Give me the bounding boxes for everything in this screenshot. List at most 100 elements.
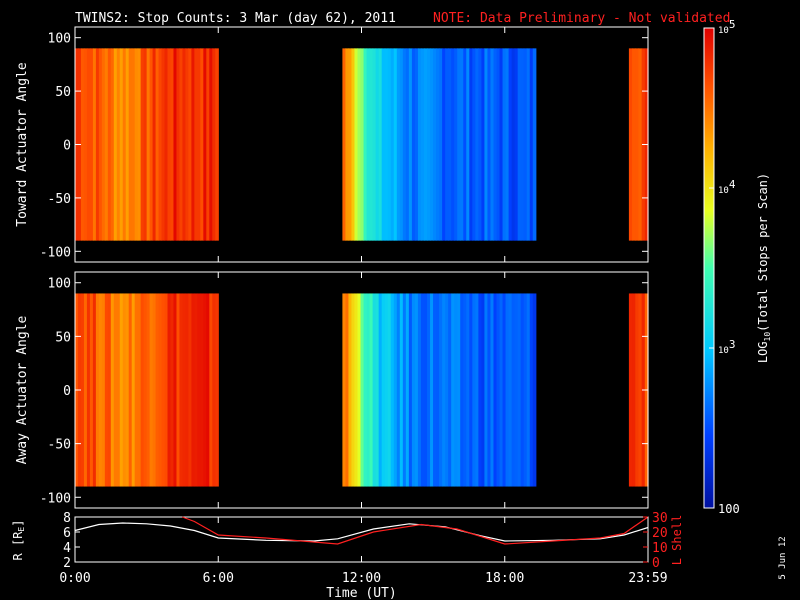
heatmap-column bbox=[532, 293, 537, 487]
heatmap-column bbox=[179, 293, 184, 487]
y-tick-label: 0 bbox=[63, 384, 71, 399]
heatmap-column bbox=[408, 293, 413, 487]
heatmap-column bbox=[520, 48, 525, 241]
heatmap-column bbox=[390, 48, 395, 241]
heatmap-column bbox=[110, 293, 115, 487]
heatmap-column bbox=[396, 293, 401, 487]
l-shell-line bbox=[182, 516, 649, 545]
y-tick-label: -50 bbox=[48, 438, 71, 453]
heatmap-column bbox=[83, 293, 88, 487]
heatmap-column bbox=[191, 48, 195, 241]
heatmap-column bbox=[152, 293, 157, 487]
heatmap-column bbox=[399, 48, 404, 241]
heatmap-column bbox=[505, 293, 510, 487]
heatmap-column bbox=[469, 293, 473, 487]
heatmap-column bbox=[439, 48, 443, 241]
heatmap-column bbox=[445, 293, 449, 487]
away-x-ticks bbox=[74, 272, 649, 508]
heatmap-column bbox=[508, 48, 513, 241]
heatmap-column bbox=[445, 48, 449, 241]
heatmap-column bbox=[463, 293, 467, 487]
heatmap-column bbox=[523, 293, 528, 487]
heatmap-column bbox=[137, 293, 142, 487]
heatmap-column bbox=[514, 48, 519, 241]
heatmap-column bbox=[203, 48, 207, 241]
away-y-axis: 100 50 0 -50 -100 bbox=[40, 277, 648, 506]
away-angle-panel: 100 50 0 -50 -100 Away Actuator Angle bbox=[15, 271, 649, 509]
heatmap-column bbox=[366, 48, 371, 241]
heatmap-column bbox=[378, 293, 383, 487]
heatmap-column bbox=[411, 293, 416, 487]
heatmap-column bbox=[200, 293, 204, 487]
heatmap-column bbox=[372, 48, 377, 241]
heatmap-column bbox=[472, 48, 476, 241]
colorbar-label: LOG10(Total Stops per Scan) bbox=[756, 173, 772, 363]
heatmap-column bbox=[125, 293, 130, 487]
heatmap-column bbox=[206, 48, 210, 241]
heatmap-column bbox=[149, 48, 154, 241]
heatmap-column bbox=[158, 48, 163, 241]
heatmap-column bbox=[89, 293, 94, 487]
heatmap-column bbox=[402, 293, 407, 487]
heatmap-column bbox=[188, 293, 192, 487]
heatmap-column bbox=[188, 48, 192, 241]
heatmap-column bbox=[399, 293, 404, 487]
heatmap-column bbox=[635, 48, 640, 241]
y-tick-label: -100 bbox=[40, 245, 71, 260]
heatmap-column bbox=[420, 48, 425, 241]
heatmap-column bbox=[197, 293, 201, 487]
heatmap-column bbox=[387, 293, 392, 487]
heatmap-column bbox=[155, 293, 160, 487]
heatmap-column bbox=[632, 293, 636, 487]
heatmap-column bbox=[140, 48, 145, 241]
heatmap-column bbox=[212, 293, 216, 487]
heatmap-column bbox=[454, 293, 458, 487]
heatmap-column bbox=[523, 48, 528, 241]
heatmap-column bbox=[442, 293, 446, 487]
heatmap-column bbox=[490, 293, 495, 487]
figure-title: TWINS2: Stop Counts: 3 Mar (day 62), 201… bbox=[75, 11, 396, 26]
y-tick-label: 100 bbox=[48, 277, 71, 292]
heatmap-column bbox=[532, 48, 537, 241]
toward-heatmap bbox=[75, 48, 649, 241]
heatmap-column bbox=[119, 48, 124, 241]
heatmap-column bbox=[104, 48, 109, 241]
heatmap-column bbox=[101, 48, 106, 241]
heatmap-column bbox=[481, 48, 486, 241]
r-distance-line bbox=[74, 522, 649, 542]
heatmap-column bbox=[514, 293, 519, 487]
time-x-tick-label: 23:59 bbox=[628, 571, 667, 586]
heatmap-column bbox=[107, 293, 112, 487]
heatmap-column bbox=[529, 48, 534, 241]
heatmap-column bbox=[176, 48, 181, 241]
heatmap-column bbox=[158, 293, 163, 487]
heatmap-column bbox=[517, 48, 522, 241]
colorbar: 105 104 103 100 LOG10(Total Stops per Scan) bbox=[703, 18, 772, 516]
heatmap-column bbox=[405, 48, 410, 241]
heatmap-column bbox=[194, 48, 198, 241]
heatmap-column bbox=[387, 48, 392, 241]
heatmap-column bbox=[113, 293, 118, 487]
heatmap-column bbox=[176, 293, 181, 487]
heatmap-column bbox=[490, 48, 495, 241]
heatmap-column bbox=[460, 48, 464, 241]
heatmap-column bbox=[146, 48, 151, 241]
time-x-tick-label: 12:00 bbox=[342, 571, 381, 586]
heatmap-column bbox=[212, 48, 216, 241]
heatmap-column bbox=[116, 48, 121, 241]
heatmap-column bbox=[408, 48, 413, 241]
heatmap-column bbox=[354, 293, 359, 487]
heatmap-column bbox=[375, 48, 380, 241]
heatmap-column bbox=[475, 48, 479, 241]
heatmap-column bbox=[526, 48, 531, 241]
l-shell-ylabel: L Shell bbox=[670, 515, 684, 566]
heatmap-column bbox=[499, 48, 504, 241]
heatmap-column bbox=[436, 293, 440, 487]
heatmap-column bbox=[393, 293, 398, 487]
heatmap-column bbox=[110, 48, 115, 241]
heatmap-column bbox=[152, 48, 157, 241]
heatmap-column bbox=[469, 48, 473, 241]
heatmap-column bbox=[122, 48, 127, 241]
heatmap-column bbox=[209, 48, 213, 241]
